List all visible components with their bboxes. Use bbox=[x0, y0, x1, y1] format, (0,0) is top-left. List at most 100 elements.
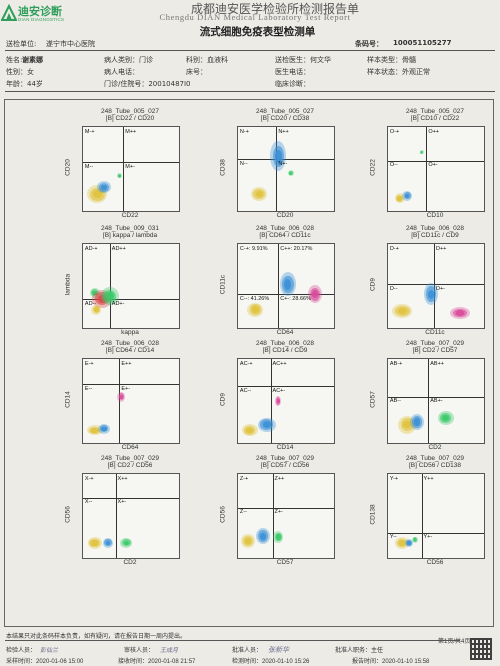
population-cluster bbox=[123, 540, 129, 546]
report-title-en: Chengdu DIAN Medical Laboratory Test Rep… bbox=[159, 12, 351, 22]
name-value: 谢素娜 bbox=[22, 56, 43, 64]
quadrant-label: M++ bbox=[125, 128, 137, 135]
plot-area: O-+ O++ O-- O+- bbox=[387, 126, 485, 212]
quadrant-label: C-+: 9.91% bbox=[239, 245, 268, 252]
y-axis-label: CD138 bbox=[369, 504, 377, 525]
plot-tube-label: 248_Tube_007_029 bbox=[101, 455, 159, 462]
dian-logo-icon bbox=[1, 4, 17, 21]
population-cluster bbox=[289, 171, 293, 175]
qr-code bbox=[470, 638, 492, 660]
x-axis-label: CD64 bbox=[121, 444, 139, 451]
plot-tube-label: 248_Tube_006_028 bbox=[406, 225, 464, 232]
population-cluster bbox=[105, 292, 114, 301]
y-axis-label: CD9 bbox=[369, 278, 377, 292]
inspector-label: 检验人员： bbox=[6, 648, 37, 654]
scatter-plot-panel: 248_Tube_006_028 [B] CD11c / CD9 CD11c CD9 D… bbox=[345, 225, 500, 340]
y-axis-label: CD56 bbox=[219, 506, 227, 523]
quadrant-label: M+- bbox=[125, 163, 135, 170]
sample-type: 样本类型：骨髓 bbox=[367, 56, 416, 64]
plot-tube-label: 248_Tube_009_031 bbox=[101, 225, 159, 232]
quadrant-label: AD++ bbox=[111, 245, 126, 252]
population-cluster bbox=[101, 426, 107, 431]
scatter-plot-panel: 248_Tube_007_029 [B] CD56 / CD138 CD56 CD13… bbox=[345, 455, 500, 570]
scatter-plot-panel: 248_Tube_005_027 [B] CD20 / CD38 CD20 CD38 N… bbox=[195, 108, 355, 223]
plot-tube-label: 248_Tube_005_027 bbox=[406, 108, 464, 115]
plot-title: [B] CD20 / CD38 bbox=[260, 115, 310, 122]
quadrant-label: O-- bbox=[389, 162, 398, 169]
population-cluster bbox=[276, 534, 281, 540]
population-cluster bbox=[455, 310, 465, 316]
population-cluster bbox=[428, 289, 435, 300]
quadrant-gate-horizontal bbox=[388, 284, 484, 286]
doctor: 送检医生：何文华 bbox=[275, 56, 331, 64]
quadrant-label: E+- bbox=[121, 385, 131, 392]
quadrant-label: X-+ bbox=[84, 475, 94, 482]
population-cluster bbox=[244, 538, 251, 545]
reviewer-label: 审核人员： bbox=[124, 648, 155, 654]
scatter-plot-panel: 248_Tube_006_028 [B] CD14 / CD9 CD14 CD9 AC-… bbox=[195, 340, 355, 455]
quadrant-gate-horizontal bbox=[238, 385, 334, 387]
patient-type: 病人类别：门诊 bbox=[104, 56, 153, 64]
quadrant-gate-vertical bbox=[123, 127, 125, 211]
y-axis-label: lambda bbox=[64, 273, 72, 296]
quadrant-gate-horizontal bbox=[238, 158, 334, 160]
plot-tube-label: 248_Tube_005_027 bbox=[101, 108, 159, 115]
quadrant-label: AC-+ bbox=[239, 360, 253, 367]
quadrant-label: D-+ bbox=[389, 245, 399, 252]
population-cluster bbox=[277, 398, 280, 404]
quadrant-label: E-- bbox=[84, 385, 93, 392]
scatter-plot-panel: 248_Tube_009_031 [B] kappa / lambda kappa l… bbox=[40, 225, 200, 340]
quadrant-label: N+- bbox=[278, 160, 288, 167]
approver-label: 批准人员： bbox=[232, 648, 263, 654]
population-cluster bbox=[251, 306, 259, 313]
x-axis-label: CD11c bbox=[425, 329, 445, 336]
population-cluster bbox=[119, 394, 124, 399]
visit-number: 门诊/住院号：20010487I0 bbox=[104, 80, 191, 88]
population-cluster bbox=[403, 420, 412, 429]
dept: 科别：血液科 bbox=[186, 56, 228, 64]
y-axis-label: CD14 bbox=[64, 391, 72, 408]
plot-tube-label: 248_Tube_006_028 bbox=[256, 340, 314, 347]
population-cluster bbox=[245, 427, 254, 434]
plot-title: [B] CD22 / CD20 bbox=[105, 115, 155, 122]
population-cluster bbox=[442, 414, 450, 421]
population-cluster bbox=[398, 308, 407, 315]
population-cluster bbox=[94, 307, 99, 312]
page-number: 第1页/共4页 bbox=[438, 639, 471, 645]
quadrant-label: M-+ bbox=[84, 128, 95, 135]
quadrant-label: Z++ bbox=[274, 475, 285, 482]
plot-area: D-+ D++ D-- D+- bbox=[387, 243, 485, 329]
header-rule bbox=[5, 50, 495, 51]
quadrant-gate-vertical bbox=[272, 474, 274, 558]
population-cluster bbox=[405, 193, 410, 199]
quadrant-label: N-- bbox=[239, 160, 248, 167]
quadrant-label: N++ bbox=[278, 128, 289, 135]
x-axis-label: CD2 bbox=[123, 559, 137, 566]
plot-title: [B] kappa / lambda bbox=[102, 232, 158, 239]
y-axis-label: CD9 bbox=[219, 393, 227, 407]
population-cluster bbox=[92, 290, 97, 295]
quadrant-label: M-- bbox=[84, 163, 94, 170]
quadrant-label: D-- bbox=[389, 286, 398, 292]
quadrant-gate-vertical bbox=[270, 359, 272, 443]
quadrant-gate-vertical bbox=[109, 244, 111, 328]
quadrant-gate-vertical bbox=[421, 474, 423, 558]
approver-title: 批准人职务：主任 bbox=[335, 648, 384, 654]
reviewer-signature: 王成月 bbox=[160, 647, 179, 654]
quadrant-label: Y+- bbox=[423, 534, 433, 541]
quadrant-label: X++ bbox=[117, 475, 128, 482]
quadrant-gate-horizontal bbox=[83, 497, 179, 499]
population-cluster bbox=[407, 541, 411, 545]
population-cluster bbox=[105, 540, 111, 546]
scatter-plot-panel: 248_Tube_007_029 [B] CD57 / CD56 CD57 CD56 Z… bbox=[195, 455, 355, 570]
plot-area: M-+ M++ M-- M+- bbox=[82, 126, 180, 212]
quadrant-label: X+- bbox=[117, 499, 127, 506]
plot-title: [B] CD2 / CD56 bbox=[107, 462, 153, 469]
quadrant-gate-vertical bbox=[434, 244, 436, 328]
y-axis-label: CD11c bbox=[219, 274, 227, 295]
population-cluster bbox=[311, 290, 318, 299]
quadrant-gate-vertical bbox=[115, 474, 117, 558]
plots-frame bbox=[4, 99, 494, 627]
bed: 床号： bbox=[186, 68, 207, 76]
